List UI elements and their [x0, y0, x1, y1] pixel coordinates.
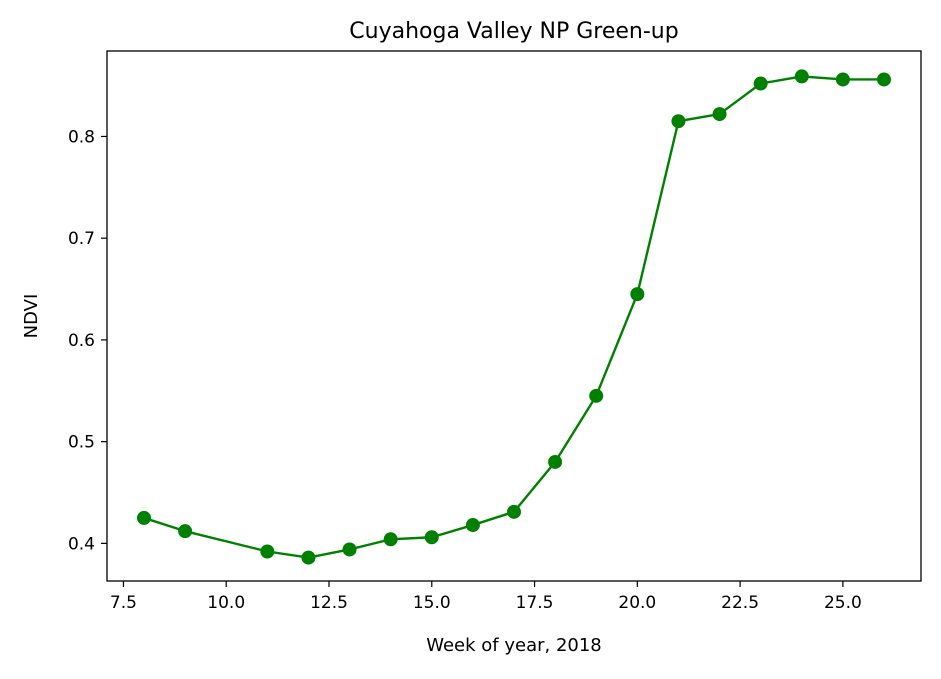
data-point — [589, 388, 604, 403]
x-tick-label: 12.5 — [310, 593, 348, 613]
y-tick-label: 0.6 — [68, 331, 95, 351]
data-point — [178, 524, 193, 539]
y-tick-label: 0.5 — [68, 433, 95, 453]
data-point — [137, 510, 151, 525]
data-point — [630, 287, 645, 302]
plot-frame — [106, 50, 922, 582]
data-point — [753, 76, 768, 91]
y-tick-label: 0.4 — [68, 534, 95, 554]
axes: 7.5 10.0 12.5 15.0 17.5 20.0 22.5 25.0 0.4 0.5 0.6… — [68, 50, 922, 613]
x-tick-label: 17.5 — [516, 593, 554, 613]
x-tick-label: 25.0 — [824, 593, 862, 613]
series-line — [143, 75, 884, 559]
data-point — [301, 550, 316, 565]
chart-title: Cuyahoga Valley NP Green-up — [349, 19, 678, 44]
data-point — [712, 107, 727, 122]
data-point — [342, 542, 357, 557]
x-axis-label: Week of year, 2018 — [426, 635, 602, 656]
y-tick-label: 0.8 — [68, 127, 95, 147]
plot-area — [137, 69, 891, 565]
x-tick-label: 10.0 — [207, 593, 245, 613]
data-point — [424, 530, 439, 545]
data-point — [877, 72, 891, 87]
data-point — [794, 69, 809, 84]
x-tick-label: 20.0 — [618, 593, 656, 613]
data-point — [835, 72, 850, 87]
x-tick-label: 15.0 — [413, 593, 451, 613]
x-tick-label: 7.5 — [110, 593, 137, 613]
y-tick-label: 0.7 — [68, 229, 95, 249]
data-point — [465, 518, 480, 533]
data-point — [671, 114, 686, 129]
data-point — [548, 454, 563, 469]
x-tick-label: 22.5 — [721, 593, 759, 613]
y-axis-label: NDVI — [21, 294, 42, 339]
data-point — [383, 532, 398, 547]
data-point — [260, 544, 275, 559]
data-point — [507, 504, 521, 519]
